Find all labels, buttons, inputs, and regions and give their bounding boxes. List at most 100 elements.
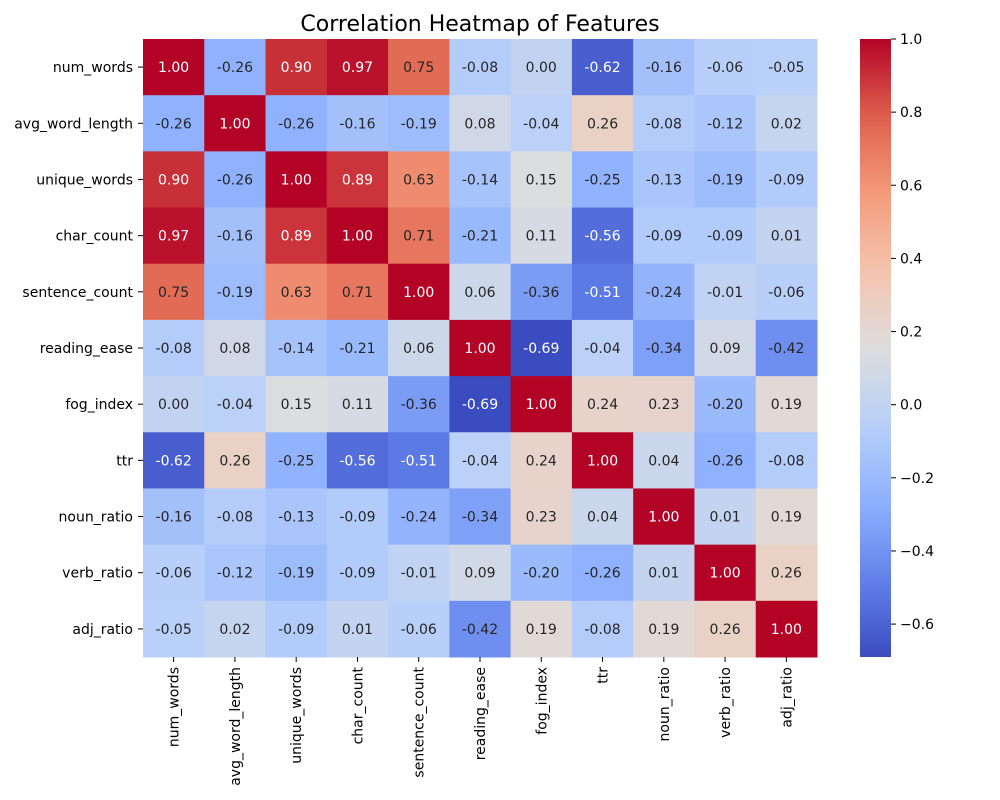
heatmap-cell-unique_words-verb_ratio <box>694 151 757 209</box>
heatmap-cell-fog_index-noun_ratio <box>633 376 695 433</box>
heatmap-cell-ttr-noun_ratio <box>633 432 695 489</box>
heatmap-cell-ttr-avg_word_length <box>204 432 267 489</box>
heatmap-cell-unique_words-reading_ease <box>449 151 512 209</box>
cell-value-unique_words-char_count: 0.89 <box>342 172 373 188</box>
cell-value-noun_ratio-num_words: -0.16 <box>156 510 192 526</box>
heatmap-cell-adj_ratio-num_words <box>143 600 205 658</box>
cell-value-char_count-sentence_count: 0.71 <box>403 229 434 245</box>
heatmap-cell-sentence_count-adj_ratio <box>755 263 818 321</box>
heatmap-cell-reading_ease-char_count <box>326 319 389 377</box>
cell-value-char_count-noun_ratio: -0.09 <box>646 229 682 245</box>
heatmap-cell-reading_ease-fog_index <box>510 319 573 377</box>
heatmap-cell-char_count-num_words <box>143 207 205 265</box>
row-label-reading_ease: reading_ease <box>40 341 133 357</box>
heatmap-cell-verb_ratio-reading_ease <box>449 544 512 602</box>
heatmap-cell-unique_words-char_count <box>326 151 389 209</box>
heatmap-cells <box>143 39 818 658</box>
heatmap-cell-noun_ratio-avg_word_length <box>204 488 267 546</box>
cell-value-avg_word_length-unique_words: -0.26 <box>278 116 314 132</box>
cell-value-adj_ratio-avg_word_length: 0.02 <box>219 622 250 638</box>
cell-value-sentence_count-noun_ratio: -0.24 <box>646 285 682 301</box>
cell-annotations: 1.00 -0.26 0.90 0.97 0.75 -0.08 0.00 -0.62 -0.16… <box>156 60 805 638</box>
heatmap-cell-ttr-verb_ratio <box>694 432 757 489</box>
column-label-ttr: ttr <box>596 667 612 684</box>
heatmap-cell-num_words-ttr <box>571 39 634 96</box>
cell-value-adj_ratio-noun_ratio: 0.19 <box>648 622 679 638</box>
cell-value-verb_ratio-reading_ease: 0.09 <box>464 566 495 582</box>
heatmap-cell-sentence_count-unique_words <box>265 263 328 321</box>
cell-value-char_count-char_count: 1.00 <box>342 229 373 245</box>
cell-value-noun_ratio-adj_ratio: 0.19 <box>771 510 802 526</box>
cell-value-char_count-unique_words: 0.89 <box>281 229 312 245</box>
heatmap-cell-noun_ratio-fog_index <box>510 488 573 546</box>
heatmap-cell-sentence_count-sentence_count <box>388 263 450 321</box>
cell-value-unique_words-verb_ratio: -0.19 <box>707 172 743 188</box>
heatmap-cell-ttr-sentence_count <box>388 432 450 489</box>
cell-value-char_count-fog_index: 0.11 <box>526 229 557 245</box>
cell-value-char_count-ttr: -0.56 <box>584 229 620 245</box>
heatmap-cell-unique_words-unique_words <box>265 151 328 209</box>
heatmap-cell-adj_ratio-unique_words <box>265 600 328 658</box>
heatmap-cell-avg_word_length-avg_word_length <box>204 95 267 152</box>
heatmap-cell-verb_ratio-ttr <box>571 544 634 602</box>
heatmap-cell-reading_ease-noun_ratio <box>633 319 695 377</box>
heatmap-cell-char_count-sentence_count <box>388 207 450 265</box>
heatmap-cell-avg_word_length-fog_index <box>510 95 573 152</box>
row-label-verb_ratio: verb_ratio <box>62 566 133 582</box>
heatmap-cell-num_words-sentence_count <box>388 39 450 96</box>
heatmap-cell-noun_ratio-noun_ratio <box>633 488 695 546</box>
heatmap-cell-fog_index-sentence_count <box>388 376 450 433</box>
cell-value-unique_words-noun_ratio: -0.13 <box>646 172 682 188</box>
cell-value-verb_ratio-unique_words: -0.19 <box>278 566 314 582</box>
cell-value-reading_ease-num_words: -0.08 <box>156 341 192 357</box>
heatmap-cell-sentence_count-num_words <box>143 263 205 321</box>
heatmap-cell-verb_ratio-char_count <box>326 544 389 602</box>
heatmap-cell-verb_ratio-num_words <box>143 544 205 602</box>
heatmap-cell-char_count-ttr <box>571 207 634 265</box>
heatmap-cell-verb_ratio-fog_index <box>510 544 573 602</box>
cell-value-unique_words-num_words: 0.90 <box>158 172 189 188</box>
cell-value-noun_ratio-avg_word_length: -0.08 <box>217 510 253 526</box>
cell-value-ttr-verb_ratio: -0.26 <box>707 453 743 469</box>
cell-value-reading_ease-ttr: -0.04 <box>584 341 620 357</box>
heatmap-cell-num_words-verb_ratio <box>694 39 757 96</box>
cell-value-verb_ratio-num_words: -0.06 <box>156 566 192 582</box>
heatmap-cell-adj_ratio-char_count <box>326 600 389 658</box>
heatmap-cell-char_count-avg_word_length <box>204 207 267 265</box>
cell-value-adj_ratio-char_count: 0.01 <box>342 622 373 638</box>
heatmap-cell-verb_ratio-sentence_count <box>388 544 450 602</box>
heatmap-cell-ttr-adj_ratio <box>755 432 818 489</box>
cell-value-unique_words-adj_ratio: -0.09 <box>768 172 804 188</box>
cell-value-avg_word_length-char_count: -0.16 <box>339 116 375 132</box>
cell-value-avg_word_length-avg_word_length: 1.00 <box>219 116 250 132</box>
cell-value-num_words-adj_ratio: -0.05 <box>768 60 804 76</box>
heatmap-cell-fog_index-unique_words <box>265 376 328 433</box>
cell-value-unique_words-avg_word_length: -0.26 <box>217 172 253 188</box>
cell-value-verb_ratio-avg_word_length: -0.12 <box>217 566 253 582</box>
colorbar-tick-label-6: −0.2 <box>900 471 934 487</box>
cell-value-fog_index-fog_index: 1.00 <box>526 397 557 413</box>
cell-value-unique_words-fog_index: 0.15 <box>526 172 557 188</box>
cell-value-num_words-ttr: -0.62 <box>584 60 620 76</box>
heatmap-cell-char_count-verb_ratio <box>694 207 757 265</box>
cell-value-sentence_count-num_words: 0.75 <box>158 285 189 301</box>
heatmap-cell-char_count-noun_ratio <box>633 207 695 265</box>
heatmap-cell-sentence_count-verb_ratio <box>694 263 757 321</box>
row-label-noun_ratio: noun_ratio <box>59 510 133 526</box>
cell-value-sentence_count-sentence_count: 1.00 <box>403 285 434 301</box>
heatmap-cell-num_words-num_words <box>143 39 205 96</box>
cell-value-verb_ratio-verb_ratio: 1.00 <box>710 566 741 582</box>
column-label-char_count: char_count <box>350 666 366 744</box>
heatmap-cell-ttr-unique_words <box>265 432 328 489</box>
heatmap-cell-reading_ease-avg_word_length <box>204 319 267 377</box>
heatmap-cell-adj_ratio-fog_index <box>510 600 573 658</box>
heatmap-cell-noun_ratio-unique_words <box>265 488 328 546</box>
heatmap-cell-verb_ratio-unique_words <box>265 544 328 602</box>
cell-value-fog_index-char_count: 0.11 <box>342 397 373 413</box>
heatmap-cell-avg_word_length-sentence_count <box>388 95 450 152</box>
cell-value-num_words-fog_index: 0.00 <box>526 60 557 76</box>
cell-value-num_words-noun_ratio: -0.16 <box>646 60 682 76</box>
cell-value-ttr-ttr: 1.00 <box>587 453 618 469</box>
heatmap-cell-unique_words-num_words <box>143 151 205 209</box>
cell-value-sentence_count-adj_ratio: -0.06 <box>768 285 804 301</box>
